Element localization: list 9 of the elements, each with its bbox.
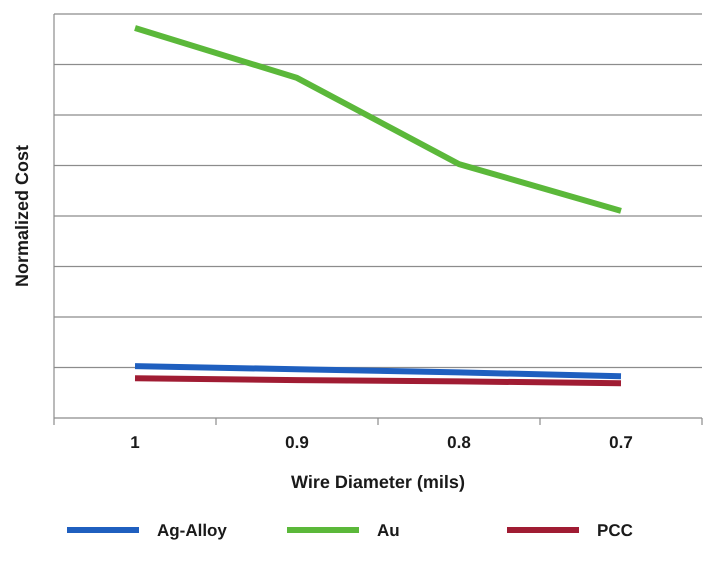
x-tick-label: 0.9 [285, 433, 309, 452]
y-axis-title: Normalized Cost [12, 144, 32, 288]
x-tick-label: 0.8 [447, 433, 471, 452]
legend-label: Au [377, 521, 400, 540]
legend-label: Ag-Alloy [157, 521, 228, 540]
x-tick-label: 1 [130, 433, 140, 452]
legend-label: PCC [597, 521, 633, 540]
x-axis-title: Wire Diameter (mils) [291, 472, 465, 492]
x-tick-label: 0.7 [609, 433, 633, 452]
